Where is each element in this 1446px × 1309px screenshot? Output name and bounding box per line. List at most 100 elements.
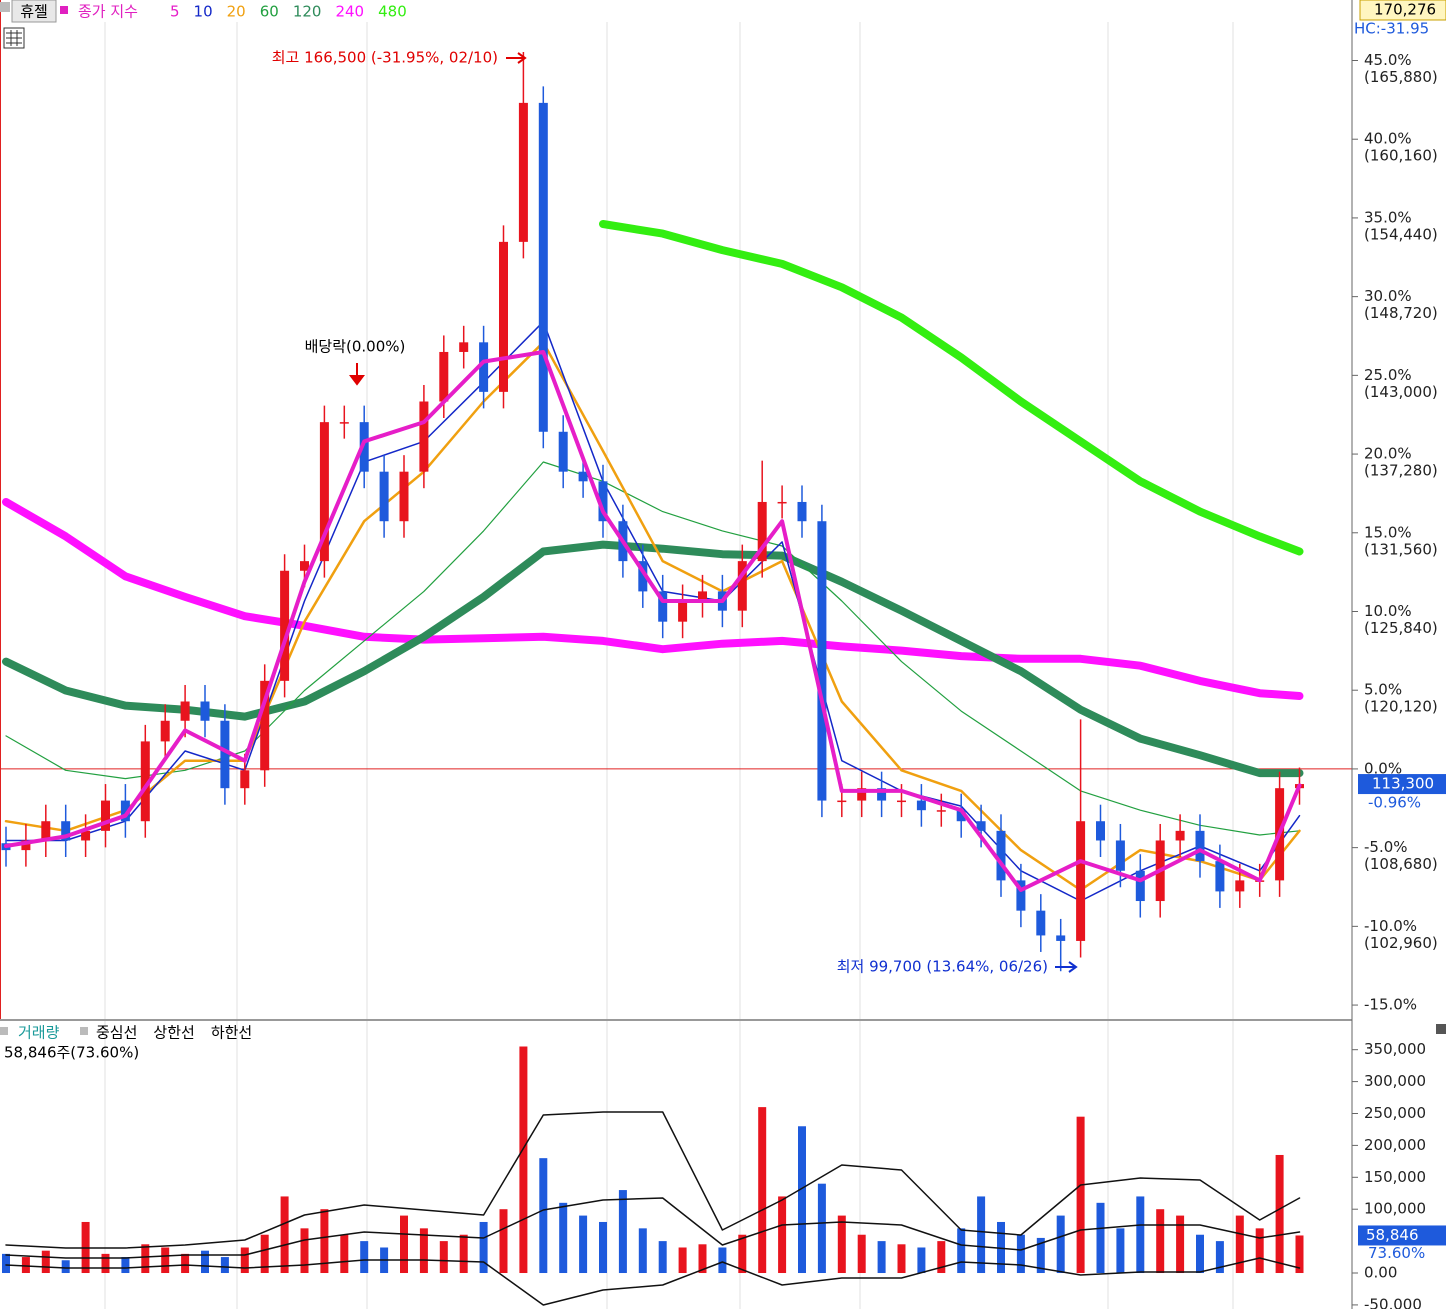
candle-body (220, 720, 230, 789)
candle-body (439, 351, 449, 402)
volume-bar (579, 1215, 588, 1274)
volume-bar (738, 1234, 747, 1274)
candle-body (419, 401, 429, 472)
volume-band (5, 1197, 1301, 1259)
candle-body (936, 810, 946, 812)
volume-bar (678, 1247, 687, 1274)
volume-tick-label: 300,000 (1364, 1072, 1426, 1090)
volume-bar (1295, 1235, 1304, 1274)
moving-average (599, 220, 1304, 556)
volume-bar (957, 1228, 966, 1274)
candle-body (698, 591, 707, 602)
candle-body (956, 810, 966, 822)
volume-bar (320, 1209, 329, 1274)
candle-body (1215, 861, 1225, 892)
hc-label: HC:-31.95 (1354, 20, 1429, 38)
volume-bar (599, 1221, 607, 1274)
volume-bar (817, 1183, 826, 1274)
volume-bar (21, 1257, 30, 1274)
legend-box (0, 1027, 8, 1035)
y-tick-label: 35.0% (1364, 208, 1412, 226)
volume-bar (618, 1190, 627, 1274)
y-tick-label: -10.0% (1364, 917, 1417, 935)
volume-bar (1176, 1215, 1185, 1274)
y-tick-label: 0.0% (1364, 759, 1402, 777)
candle-body (598, 481, 608, 522)
y-tick-label: -5.0% (1364, 838, 1408, 856)
candle-body (678, 601, 688, 622)
y-tick-label: -15.0% (1364, 996, 1417, 1014)
volume-last: 58,846 (1366, 1226, 1419, 1244)
volume-tick-label: 250,000 (1364, 1104, 1426, 1122)
top-label-box (1359, 0, 1446, 21)
volume-bar (638, 1228, 647, 1274)
title-tab[interactable] (11, 0, 57, 23)
volume-bar (101, 1253, 110, 1274)
y-tick-price: (148,720) (1364, 304, 1438, 322)
current-change: -0.96% (1368, 794, 1421, 812)
candle-body (996, 830, 1006, 881)
candle-body (61, 821, 71, 841)
y-tick-price: (165,880) (1364, 68, 1438, 86)
candle-body (817, 521, 827, 801)
volume-bar (61, 1260, 70, 1274)
legend-prefix: 종가 지수 (78, 3, 138, 21)
y-tick-price: (131,560) (1364, 540, 1438, 558)
candle-body (1135, 870, 1145, 902)
y-tick-label: 20.0% (1364, 445, 1412, 463)
volume-bar (1056, 1215, 1065, 1274)
candle-body (300, 561, 309, 571)
volume-bar (400, 1215, 408, 1274)
candle-body (737, 561, 747, 611)
band-legend: 하한선 (211, 1024, 252, 1042)
candle-body (479, 342, 489, 392)
candle-body (558, 431, 568, 472)
volume-bar (937, 1241, 946, 1274)
candle-body (1036, 910, 1046, 936)
moving-average (2, 498, 1304, 700)
candle-body (877, 788, 887, 801)
y-tick-label: 40.0% (1364, 130, 1412, 148)
volume-bar (519, 1046, 528, 1274)
table-icon-grid (6, 30, 22, 46)
volume-panel: 350,000 300,000 250,000 200,000 150,000 100,0… (2, 1040, 1446, 1309)
volume-bar (1016, 1234, 1025, 1274)
candle-body (777, 501, 787, 504)
top-label: 170,276 (1374, 1, 1436, 19)
y-tick-label: 5.0% (1364, 681, 1402, 699)
close-button[interactable] (1436, 1024, 1446, 1034)
volume-bar (997, 1221, 1005, 1274)
volume-bar (1275, 1154, 1284, 1274)
volume-bar (161, 1247, 170, 1274)
y-tick-label: 15.0% (1364, 523, 1412, 541)
dividend-arrow (349, 363, 365, 386)
volume-bar (459, 1234, 468, 1274)
low-arrow (1055, 961, 1078, 973)
volume-bar (479, 1221, 488, 1274)
volume-bar (181, 1253, 190, 1274)
dividend-annotation: 배당락(0.00%) (305, 338, 406, 356)
volume-bar (1156, 1209, 1165, 1274)
current-price-box (1358, 774, 1446, 795)
candle-body (897, 800, 906, 803)
volume-info: 58,846주(73.60%) (4, 1044, 139, 1062)
volume-title: 거래량 (18, 1024, 60, 1042)
candle-body (319, 422, 329, 562)
volume-bar (837, 1215, 846, 1274)
candle-body (1096, 821, 1105, 841)
y-tick-price: (108,680) (1364, 855, 1438, 873)
volume-bar (360, 1241, 369, 1274)
legend-entry: 60 (260, 3, 279, 21)
candle-body (240, 770, 250, 789)
candle-body (120, 800, 130, 822)
candle-body (160, 720, 170, 742)
y-tick-price: (102,960) (1364, 934, 1438, 952)
candle-body (379, 471, 389, 522)
volume-bar (857, 1234, 866, 1274)
candle-body (638, 561, 648, 592)
volume-bar (1096, 1202, 1105, 1274)
candle-body (21, 840, 31, 851)
candle-body (1076, 821, 1086, 941)
candle-body (1056, 935, 1066, 941)
volume-tick-label: 150,000 (1364, 1168, 1426, 1186)
